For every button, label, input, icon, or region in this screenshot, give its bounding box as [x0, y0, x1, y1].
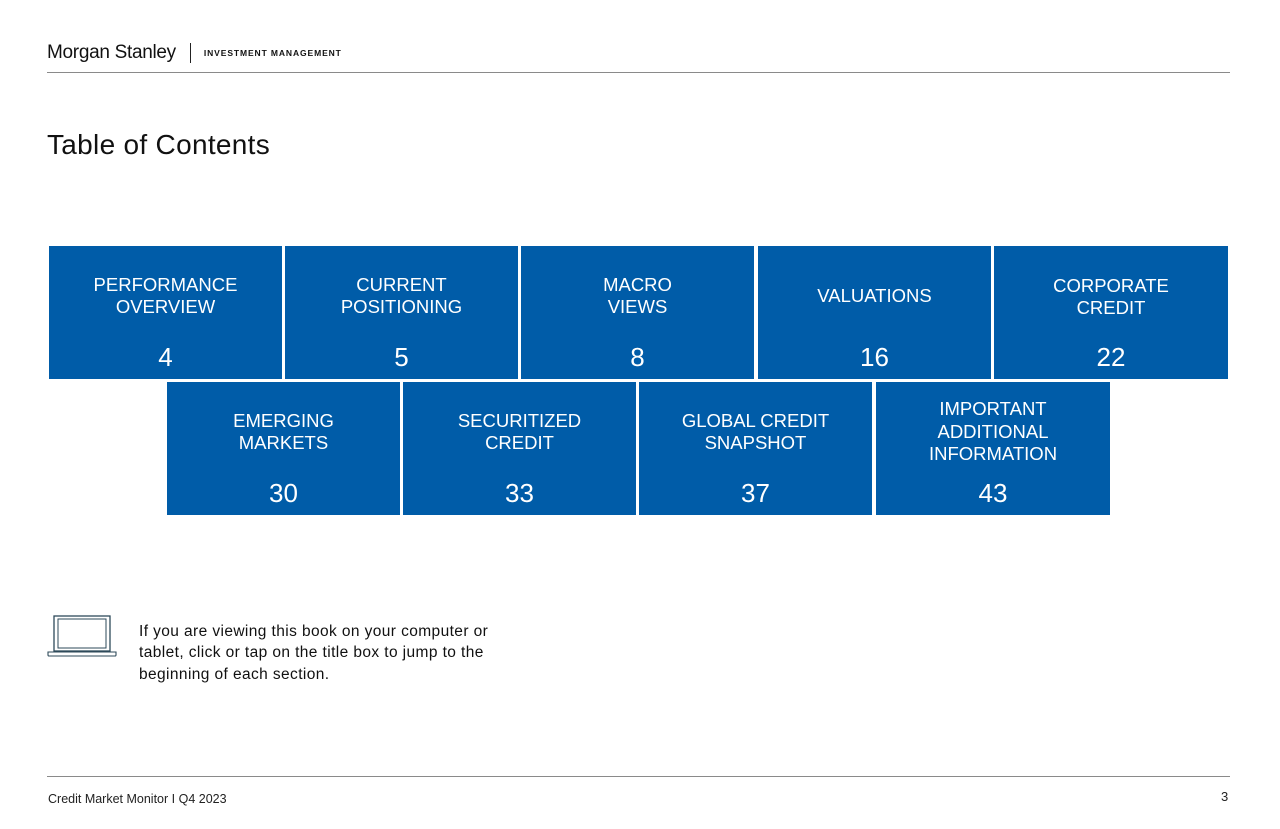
toc-tile-securitized-credit[interactable]: SECURITIZED CREDIT 33 — [403, 382, 636, 515]
brand-header: Morgan Stanley INVESTMENT MANAGEMENT — [47, 40, 342, 66]
brand-subtitle: INVESTMENT MANAGEMENT — [203, 48, 342, 58]
tile-label: EMERGING MARKETS — [233, 409, 334, 454]
tile-label: SECURITIZED CREDIT — [457, 409, 582, 454]
tile-page-number: 30 — [269, 478, 298, 508]
navigation-note: If you are viewing this book on your com… — [139, 622, 489, 683]
tile-page-number: 43 — [978, 478, 1008, 508]
toc-tile-corporate-credit[interactable]: CORPORATE CREDIT 22 — [994, 246, 1228, 379]
toc-tile-emerging-markets[interactable]: EMERGING MARKETS 30 — [167, 382, 400, 515]
tile-page-number: 37 — [741, 478, 770, 508]
tile-page-number: 33 — [505, 478, 534, 508]
header-rule — [47, 72, 1230, 73]
footer-publication: Credit Market Monitor I Q4 2023 — [48, 792, 227, 806]
tile-page-number: 4 — [158, 342, 173, 372]
laptop-icon — [47, 615, 117, 657]
tile-label: MACRO VIEWS — [603, 273, 672, 318]
tile-label: GLOBAL CREDIT SNAPSHOT — [681, 409, 830, 454]
page-title: Table of Contents — [47, 129, 271, 160]
toc-tile-valuations[interactable]: VALUATIONS 16 — [758, 246, 991, 379]
tile-label: CORPORATE CREDIT — [1053, 274, 1169, 319]
tile-label: PERFORMANCE OVERVIEW — [93, 273, 238, 318]
tile-page-number: 22 — [1096, 342, 1126, 372]
tile-label: IMPORTANT ADDITIONAL INFORMATION — [928, 398, 1058, 465]
toc-tile-macro-views[interactable]: MACRO VIEWS 8 — [521, 246, 754, 379]
brand-logo: Morgan Stanley — [47, 42, 176, 63]
toc-tile-performance-overview[interactable]: PERFORMANCE OVERVIEW 4 — [49, 246, 282, 379]
toc-tile-global-credit-snapshot[interactable]: GLOBAL CREDIT SNAPSHOT 37 — [639, 382, 872, 515]
page-number: 3 — [1221, 789, 1229, 804]
toc-tile-important-additional-information[interactable]: IMPORTANT ADDITIONAL INFORMATION 43 — [876, 382, 1110, 515]
tile-label: CURRENT POSITIONING — [340, 273, 463, 318]
tile-page-number: 16 — [860, 342, 889, 372]
toc-tile-current-positioning[interactable]: CURRENT POSITIONING 5 — [285, 246, 518, 379]
tile-page-number: 5 — [394, 342, 409, 372]
footer-rule — [47, 776, 1230, 777]
tile-page-number: 8 — [630, 342, 645, 372]
tile-label: VALUATIONS — [817, 284, 932, 306]
brand-divider — [189, 43, 191, 63]
